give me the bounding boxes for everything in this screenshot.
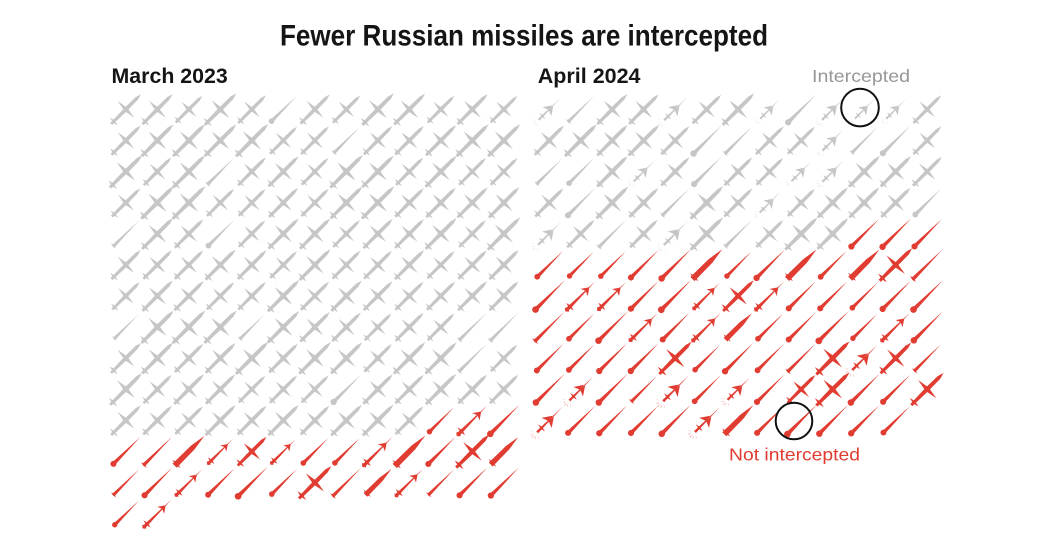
- svg-text:March 2023: March 2023: [112, 64, 228, 88]
- svg-text:Not intercepted: Not intercepted: [729, 445, 860, 465]
- svg-text:Intercepted: Intercepted: [812, 66, 910, 86]
- svg-text:April 2024: April 2024: [538, 64, 641, 88]
- svg-text:Fewer Russian missiles are int: Fewer Russian missiles are intercepted: [280, 20, 768, 53]
